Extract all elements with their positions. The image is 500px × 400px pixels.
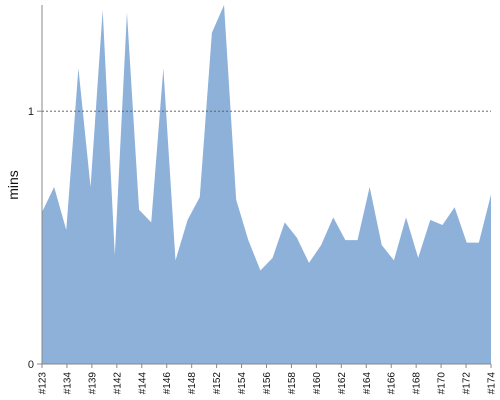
y-tick-layer: 01 [28,106,42,371]
x-tick-label: #144 [137,372,148,395]
x-tick-label: #166 [387,372,398,395]
x-tick-label: #154 [237,372,248,395]
x-tick-label: #162 [337,372,348,395]
x-tick-label: #160 [312,372,323,395]
x-tick-label: #156 [262,372,273,395]
x-tick-label: #123 [38,372,49,395]
area-series [42,5,491,364]
x-tick-label: #139 [87,372,98,395]
x-tick-label: #170 [437,372,448,395]
y-tick-label: 1 [28,106,34,118]
area-layer [41,4,492,364]
x-tick-label: #168 [412,372,423,395]
x-tick-label: #172 [462,372,473,395]
x-tick-label: #148 [187,372,198,395]
y-tick-label: 0 [28,359,34,371]
x-tick-label: #146 [162,372,173,395]
y-axis-title: mins [5,170,21,200]
x-tick-label: #134 [62,372,73,395]
x-tick-label: #164 [362,372,373,395]
x-tick-label: #142 [112,372,123,395]
x-tick-layer: #123 #134 #139 #142 #144 #146 #148 #152 #154 #156… [38,364,498,394]
x-tick-label: #174 [487,372,498,395]
x-tick-label: #158 [287,372,298,395]
x-tick-label: #152 [212,372,223,395]
